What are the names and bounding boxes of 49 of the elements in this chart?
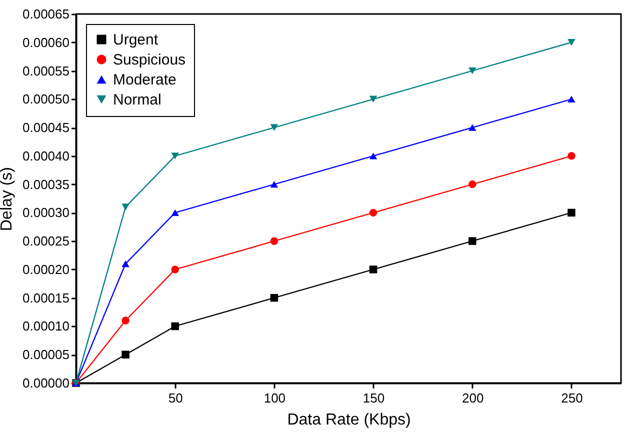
x-tick-label: 250	[561, 390, 583, 406]
point	[270, 124, 278, 131]
point	[270, 294, 278, 302]
y-tick-label: 0.00060	[22, 34, 70, 50]
point	[122, 350, 130, 358]
y-tick-label: 0.00005	[22, 347, 70, 362]
y-tick-label: 0.00030	[22, 205, 70, 220]
point	[568, 208, 576, 217]
point	[468, 180, 476, 188]
point	[369, 266, 378, 274]
y-axis-title: Delay (s)	[0, 166, 16, 232]
legend-label: Moderate	[113, 72, 176, 88]
point	[171, 209, 179, 216]
x-tick-label: 150	[362, 390, 385, 406]
legend-label: Suspicious	[113, 52, 186, 68]
y-tick-label: 0.00050	[22, 92, 70, 107]
point	[122, 316, 130, 324]
x-tick-label: 100	[264, 390, 286, 406]
y-tick-label: 0.00015	[22, 290, 70, 306]
y-tick-label: 0.00055	[22, 63, 70, 78]
y-tick-label: 0.00025	[22, 234, 70, 249]
y-tick-label: 0.00035	[22, 176, 70, 192]
y-tick-label: 0.00010	[22, 318, 70, 334]
legend-label: Normal	[113, 92, 162, 108]
y-tick-label: 0.00045	[22, 120, 70, 136]
point	[468, 237, 476, 245]
y-tick-label: 0.00000	[22, 376, 70, 390]
point	[568, 96, 576, 103]
y-tick-label: 0.00065	[22, 6, 70, 22]
point	[171, 322, 179, 330]
point	[122, 260, 130, 268]
point	[468, 67, 476, 74]
x-axis-title: Data Rate (Kbps)	[287, 412, 411, 428]
point	[270, 180, 278, 188]
y-tick-label: 0.00020	[22, 262, 70, 277]
point	[369, 152, 378, 160]
point	[171, 152, 179, 160]
x-tick-label: 200	[462, 390, 484, 406]
point	[369, 208, 378, 217]
point	[122, 204, 130, 210]
x-tick-label: 50	[168, 390, 183, 406]
point	[171, 266, 179, 274]
point	[369, 96, 378, 103]
point	[568, 152, 576, 160]
point	[270, 237, 278, 245]
point	[568, 39, 576, 46]
y-tick-label: 0.00040	[22, 148, 70, 164]
legend-label: Urgent	[113, 32, 159, 48]
point	[468, 124, 476, 131]
